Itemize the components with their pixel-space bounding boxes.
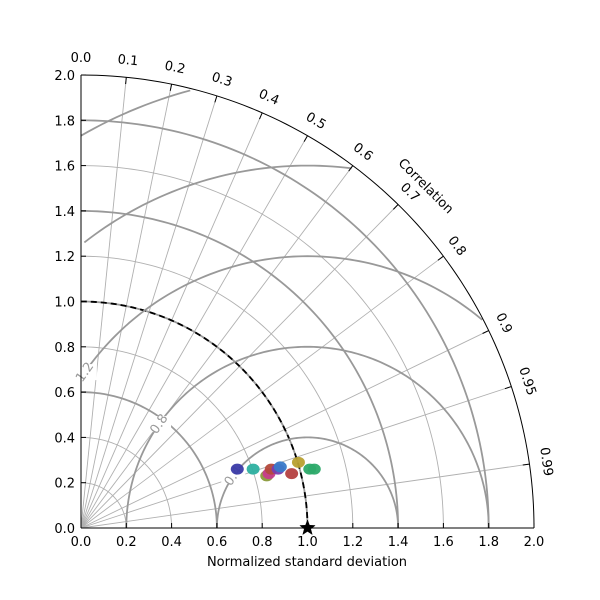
axes [80, 74, 535, 529]
rmsd-contour-label: 1.2 [73, 360, 97, 386]
correlation-tick-label: 0.2 [163, 59, 186, 78]
data-points [230, 456, 321, 536]
correlation-tick [169, 84, 173, 91]
std-arcs [80, 119, 490, 529]
rmsd-contour [83, 164, 352, 244]
y-tick-label: 1.6 [54, 160, 75, 175]
correlation-tick-label: 0.6 [350, 140, 376, 164]
correlation-tick-label: 0.4 [256, 87, 281, 109]
x-tick-label: 1.8 [478, 535, 499, 550]
rmsd-contour [80, 89, 191, 137]
y-tick-label: 1.0 [54, 296, 75, 311]
correlation-tick [482, 330, 489, 334]
correlation-tick [392, 204, 399, 210]
correlation-tick-label: 0.3 [210, 70, 234, 91]
correlation-tick-label: 0.1 [117, 52, 139, 69]
std-arc [80, 210, 399, 529]
x-tick-label: 0.2 [116, 535, 137, 550]
correlation-tick-label: 0.5 [303, 110, 328, 133]
y-tick-label: 2.0 [54, 69, 75, 84]
correlation-tick [437, 255, 444, 261]
data-point [273, 461, 287, 473]
correlation-tick-label: 0.95 [515, 365, 538, 397]
x-tick-label: 0.0 [71, 535, 92, 550]
x-tick-label: 1.0 [297, 535, 318, 550]
x-axis-label: Normalized standard deviation [207, 555, 407, 570]
y-tick-label: 0.6 [54, 386, 75, 401]
y-tick-label: 0.8 [54, 341, 75, 356]
rmsd-contour-label: 0.8 [147, 412, 171, 438]
x-tick-label: 1.2 [342, 535, 363, 550]
correlation-tick [125, 77, 127, 85]
x-tick-label: 1.6 [433, 535, 454, 550]
x-tick-label: 0.6 [207, 535, 228, 550]
std-arc [80, 119, 490, 529]
y-tick-label: 0.0 [54, 522, 75, 537]
outer-arc [80, 74, 535, 529]
correlation-tick-label: 0.8 [444, 234, 468, 260]
data-point [291, 456, 305, 468]
std-gridline [80, 255, 354, 529]
y-tick-label: 1.2 [54, 250, 75, 265]
correlation-tick [259, 112, 263, 120]
std-gridline [80, 436, 173, 529]
correlation-tick [348, 165, 354, 172]
std-gridline [80, 482, 127, 529]
rmsd-contour [81, 255, 483, 377]
y-tick-label: 1.4 [54, 205, 75, 220]
y-tick-label: 0.4 [54, 431, 75, 446]
y-tick-label: 0.2 [54, 477, 75, 492]
std-gridline [80, 165, 444, 529]
y-tick-label: 1.8 [54, 114, 75, 129]
correlation-tick [303, 135, 308, 142]
correlation-tick [522, 463, 530, 466]
x-tick-label: 0.4 [161, 535, 182, 550]
correlation-tick [504, 386, 512, 390]
x-tick-label: 2.0 [524, 535, 545, 550]
data-point [246, 463, 260, 475]
data-point [230, 463, 244, 475]
std-arc [80, 391, 218, 529]
correlation-tick-label: 0.9 [492, 311, 515, 336]
correlation-tick [214, 95, 218, 103]
rmsd-label-bg [147, 416, 172, 433]
std-arc [80, 300, 309, 529]
rmsd-label-bg [72, 364, 97, 381]
x-tick-label: 0.8 [252, 535, 273, 550]
data-point [285, 468, 299, 480]
correlation-tick-label: 0.99 [536, 446, 555, 477]
correlation-tick-label: 0.0 [71, 51, 92, 66]
data-point [303, 463, 317, 475]
std-gridline [80, 346, 263, 529]
rmsd-contour [125, 345, 490, 529]
x-tick-label: 1.4 [388, 535, 409, 550]
